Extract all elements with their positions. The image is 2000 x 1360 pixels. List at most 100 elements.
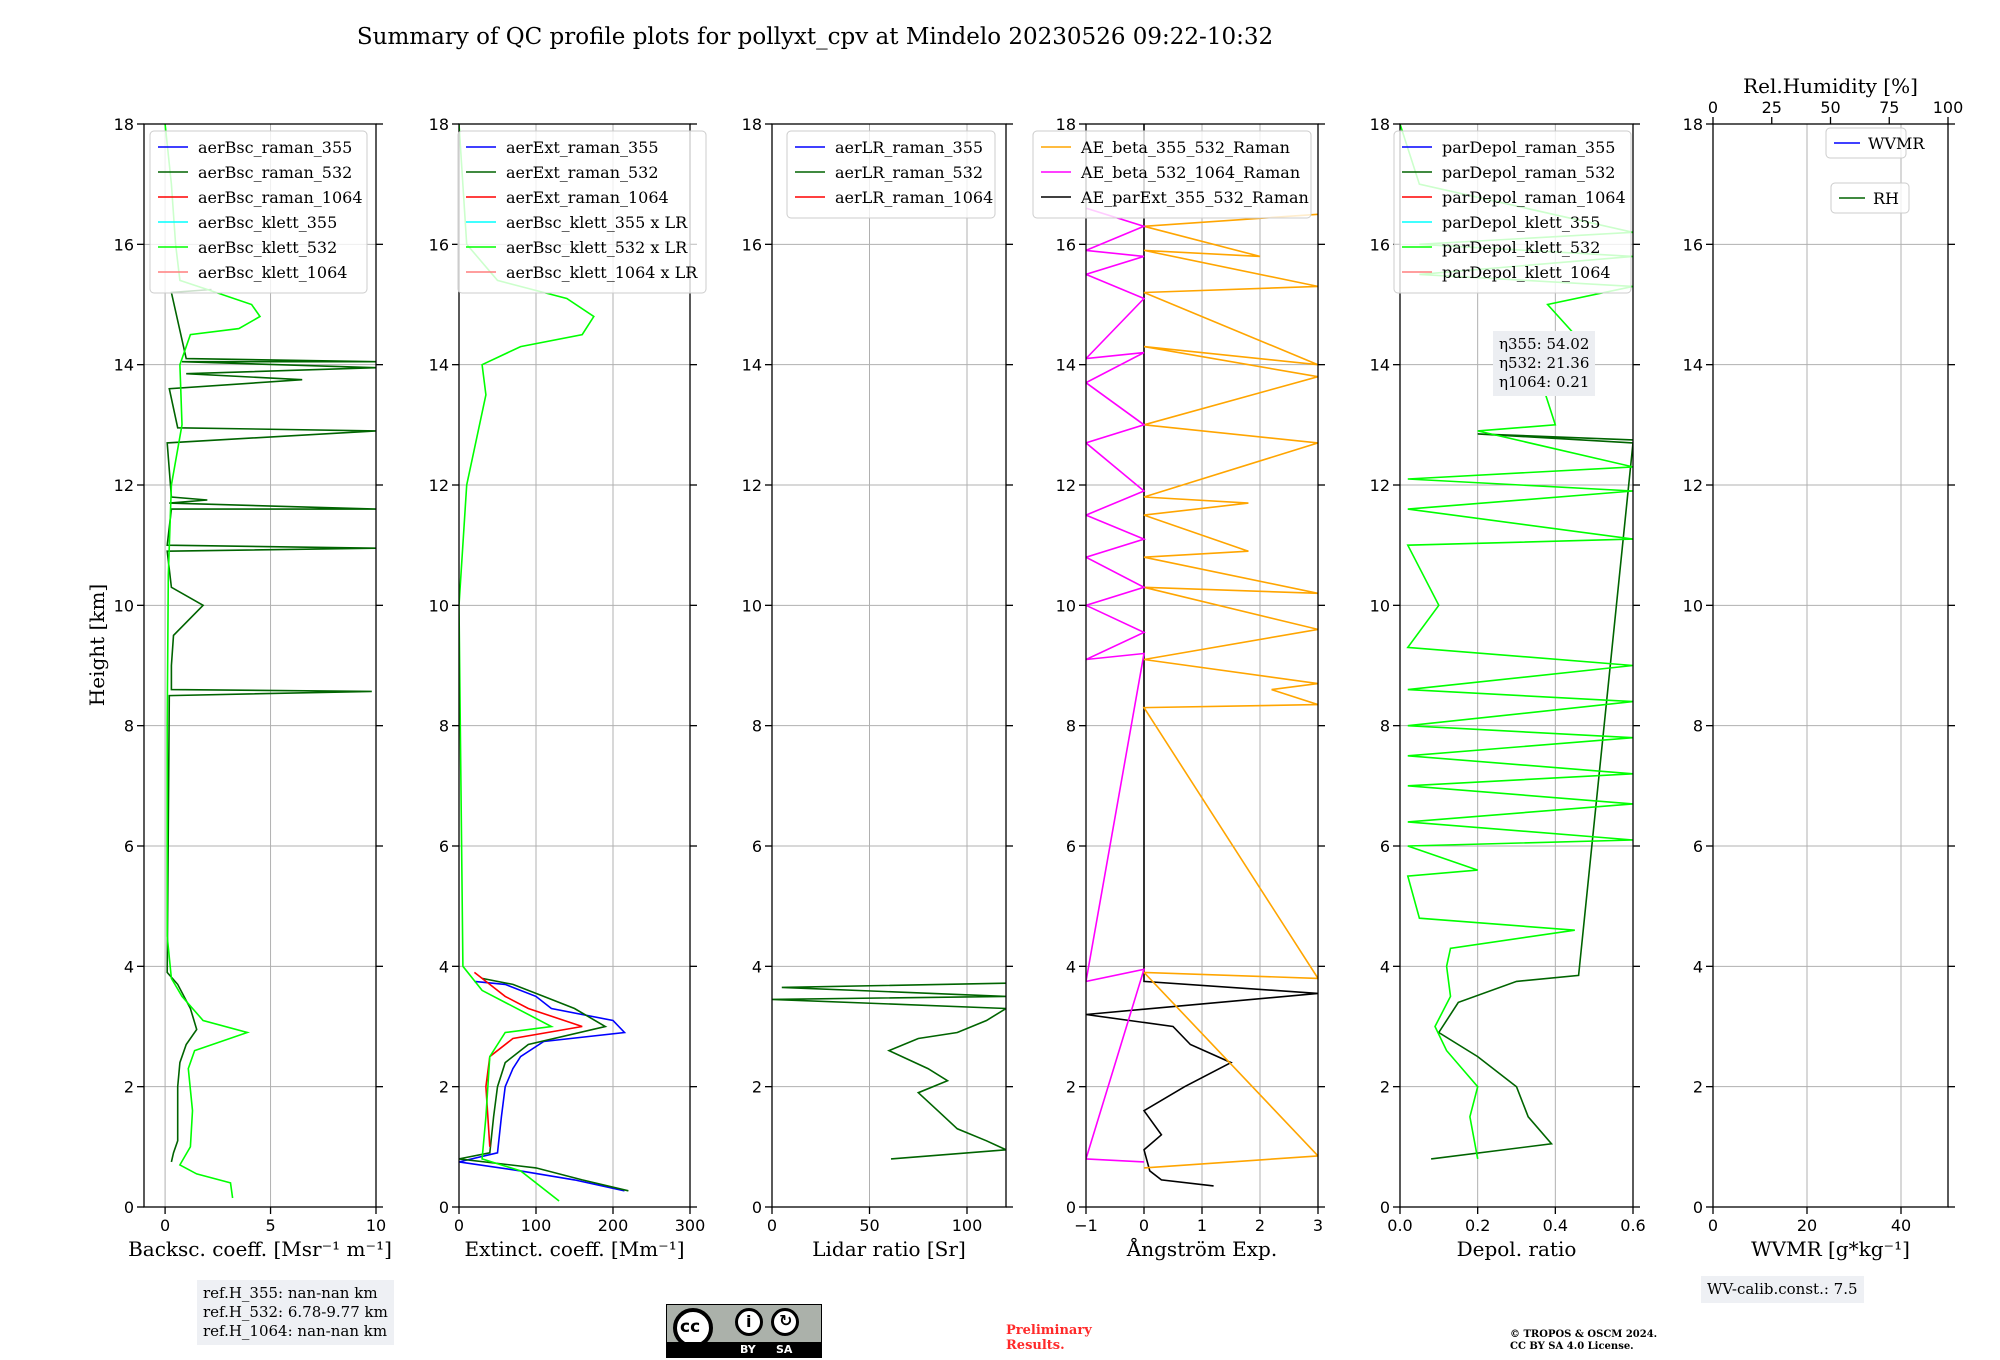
x-tick-label: 0.2 xyxy=(1465,1216,1490,1235)
x2-axis-label: Rel.Humidity [%] xyxy=(1743,74,1918,98)
x-tick-label: 0.4 xyxy=(1543,1216,1568,1235)
legend-entry: parDepol_raman_532 xyxy=(1442,163,1615,182)
y-tick-label: 18 xyxy=(1370,115,1390,134)
legend-frame xyxy=(786,130,996,219)
y-tick-label: 14 xyxy=(429,356,449,375)
x-axis-label: WVMR [g*kg⁻¹] xyxy=(1751,1237,1910,1261)
y-tick-label: 0 xyxy=(1693,1198,1703,1217)
y-tick-label: 0 xyxy=(439,1198,449,1217)
y-tick-label: 4 xyxy=(1693,957,1703,976)
y-tick-label: 2 xyxy=(1693,1078,1703,1097)
y-tick-label: 2 xyxy=(752,1078,762,1097)
by-attribution-icon: i xyxy=(735,1308,763,1336)
panel-2: 0 2 4 6 8 10 12 14 16 18 0 100 200 300 Extinct. coeff.… xyxy=(429,115,707,1261)
x-tick-label: 100 xyxy=(952,1216,983,1235)
legend-entry: aerLR_raman_1064 xyxy=(835,188,993,207)
x-tick-label: 0 xyxy=(160,1216,170,1235)
y-tick-label: 16 xyxy=(114,235,134,254)
preliminary-note: Preliminary Results. xyxy=(1006,1323,1092,1353)
y-tick-label: 16 xyxy=(1056,235,1076,254)
x-axis-label: Extinct. coeff. [Mm⁻¹] xyxy=(464,1237,684,1261)
legend-frame xyxy=(1393,130,1632,294)
y-tick-label: 0 xyxy=(1066,1198,1076,1217)
y-tick-label: 14 xyxy=(1056,356,1076,375)
y-tick-label: 0 xyxy=(1380,1198,1390,1217)
y-tick-label: 6 xyxy=(1693,837,1703,856)
series-aerExt_raman_355 xyxy=(459,980,627,1192)
y-tick-label: 10 xyxy=(1056,596,1076,615)
y-tick-label: 6 xyxy=(1380,837,1390,856)
series-aerLR_raman_532 xyxy=(772,982,1006,1160)
y-tick-label: 14 xyxy=(1370,356,1390,375)
series-parDepol_klett_532 xyxy=(1400,124,1633,1160)
preliminary-line-2: Results. xyxy=(1006,1338,1065,1353)
x-tick-label: −1 xyxy=(1074,1216,1098,1235)
eta-box: η355: 54.02 η532: 21.36 η1064: 0.21 xyxy=(1493,331,1596,396)
y-tick-label: 10 xyxy=(114,596,134,615)
x-tick-label: 3 xyxy=(1313,1216,1323,1235)
y-tick-label: 10 xyxy=(742,596,762,615)
x-tick-label: 0.0 xyxy=(1387,1216,1412,1235)
series-aerExt_raman_532 xyxy=(459,977,629,1192)
y-tick-label: 18 xyxy=(1056,115,1076,134)
ref-heights-box: ref.H_355: nan-nan km ref.H_532: 6.78-9.… xyxy=(197,1280,394,1345)
x2-tick-label: 50 xyxy=(1820,98,1840,117)
y-tick-label: 0 xyxy=(752,1198,762,1217)
sa-label: SA xyxy=(776,1343,793,1356)
x-tick-label: 10 xyxy=(366,1216,386,1235)
y-tick-label: 18 xyxy=(429,115,449,134)
legend-entry: RH xyxy=(1873,189,1899,208)
series-AE_beta_355_532_Raman xyxy=(1142,213,1318,1169)
sa-share-alike-icon: ↻ xyxy=(771,1308,799,1336)
legend-entry: parDepol_klett_1064 xyxy=(1442,263,1611,282)
legend-entry: aerBsc_raman_355 xyxy=(198,138,352,157)
wv-calib-text: WV-calib.const.: 7.5 xyxy=(1707,1280,1858,1298)
x-tick-label: 0.6 xyxy=(1620,1216,1645,1235)
y-tick-label: 4 xyxy=(124,957,134,976)
panel-3: 0 2 4 6 8 10 12 14 16 18 0 50 100 Lidar ratio [Sr] aer… xyxy=(742,115,1013,1261)
y-tick-label: 4 xyxy=(1380,957,1390,976)
legend-entry: aerBsc_klett_1064 x LR xyxy=(506,263,698,282)
x-tick-label: 100 xyxy=(521,1216,552,1235)
x-tick-label: 5 xyxy=(265,1216,275,1235)
x2-tick-label: 100 xyxy=(1933,98,1964,117)
series-aerExt_raman_1064 xyxy=(473,971,583,1147)
y-tick-label: 4 xyxy=(752,957,762,976)
panel-1: 0 2 4 6 8 10 12 14 16 18 0 5 10 Backsc. coeff. [Msr⁻¹… xyxy=(114,115,392,1261)
y-tick-label: 12 xyxy=(114,476,134,495)
legend-frame xyxy=(457,130,707,294)
legend-entry: aerBsc_klett_355 xyxy=(198,213,337,232)
legend-frame xyxy=(1825,127,1907,159)
legend-entry: aerExt_raman_532 xyxy=(506,163,659,182)
y-tick-label: 16 xyxy=(1683,235,1703,254)
ref-height-355: ref.H_355: nan-nan km xyxy=(203,1284,378,1302)
legend-entry: aerExt_raman_1064 xyxy=(506,188,669,207)
y-tick-label: 10 xyxy=(1370,596,1390,615)
legend-entry: aerExt_raman_355 xyxy=(506,138,659,157)
ref-height-532: ref.H_532: 6.78-9.77 km xyxy=(203,1303,388,1321)
x2-tick-label: 75 xyxy=(1879,98,1899,117)
series-AE_beta_532_1064_Raman xyxy=(1086,207,1147,1163)
axes-frame xyxy=(458,123,691,1208)
panel-6: 0 2 4 6 8 10 12 14 16 18 0 20 40 WVMR [g*kg⁻¹] 0 25 50 75… xyxy=(1683,74,1964,1261)
x-tick-label: 40 xyxy=(1891,1216,1911,1235)
legend-entry: parDepol_raman_355 xyxy=(1442,138,1615,157)
eta-1064: η1064: 0.21 xyxy=(1499,373,1590,391)
copyright-line-2: CC BY SA 4.0 License. xyxy=(1510,1341,1634,1352)
y-tick-label: 12 xyxy=(1056,476,1076,495)
legend: aerLR_raman_355 aerLR_raman_532 aerLR_rama… xyxy=(786,130,996,219)
y-tick-label: 8 xyxy=(1066,717,1076,736)
legend-entry: AE_parExt_355_532_Raman xyxy=(1080,188,1309,207)
legend-entry: AE_beta_532_1064_Raman xyxy=(1080,163,1300,182)
x-axis-label: Ångström Exp. xyxy=(1126,1236,1277,1261)
y-tick-label: 2 xyxy=(1380,1078,1390,1097)
legend-entry: aerBsc_raman_1064 xyxy=(198,188,363,207)
copyright-note: © TROPOS & OSCM 2024. CC BY SA 4.0 Licen… xyxy=(1510,1329,1657,1353)
by-label: BY xyxy=(740,1343,756,1356)
legend-entry: aerBsc_klett_532 xyxy=(198,238,337,257)
legend-entry: aerBsc_klett_532 x LR xyxy=(506,238,688,257)
eta-532: η532: 21.36 xyxy=(1499,354,1590,372)
x-axis-label: Depol. ratio xyxy=(1457,1237,1577,1261)
y-tick-label: 18 xyxy=(1683,115,1703,134)
y-tick-label: 8 xyxy=(124,717,134,736)
